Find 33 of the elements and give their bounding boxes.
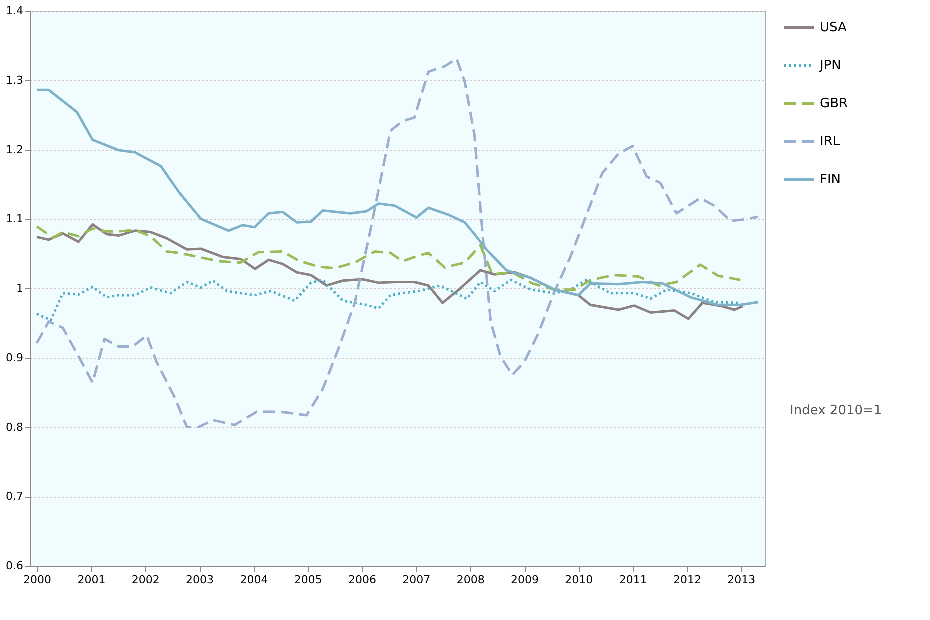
x-tick-label: 2008	[456, 574, 485, 586]
y-tick-label: 1	[16, 282, 24, 295]
x-tick-label: 2001	[78, 574, 106, 586]
x-tick-label: 2002	[132, 574, 160, 586]
x-tick-label: 2011	[619, 574, 648, 586]
x-tick-label: 2009	[511, 574, 540, 586]
legend-label: IRL	[820, 134, 841, 150]
x-tick-label: 2005	[294, 574, 322, 586]
line-series	[36, 278, 740, 322]
y-tick-label: 1.4	[6, 4, 24, 18]
x-tick-label: 2012	[674, 574, 702, 586]
line-series	[36, 58, 760, 428]
x-tick-label: 2004	[240, 574, 268, 586]
legend-label: JPN	[819, 58, 842, 74]
x-tick-label: 2007	[402, 574, 431, 586]
y-tick-label: 1.3	[6, 74, 24, 87]
y-tick-label: 0.6	[6, 560, 24, 572]
x-tick-label: 2013	[728, 574, 756, 586]
y-tick-label: 0.7	[6, 490, 24, 504]
x-tick-label: 2000	[24, 574, 52, 586]
x-tick-label: 2003	[186, 574, 214, 586]
line-series	[36, 88, 760, 306]
legend-label: FIN	[820, 172, 842, 188]
y-tick-label: 1.1	[6, 212, 24, 226]
line-series	[36, 226, 742, 292]
legend-label: GBR	[820, 96, 848, 112]
y-tick-label: 0.8	[6, 420, 24, 434]
text: Index 2010=1	[790, 404, 882, 419]
x-tick-label: 2010	[565, 574, 594, 586]
y-tick-label: 0.9	[6, 351, 24, 364]
y-tick-label: 1.2	[6, 143, 24, 156]
legend-label: USA	[820, 20, 848, 36]
x-tick-label: 2006	[348, 574, 377, 586]
